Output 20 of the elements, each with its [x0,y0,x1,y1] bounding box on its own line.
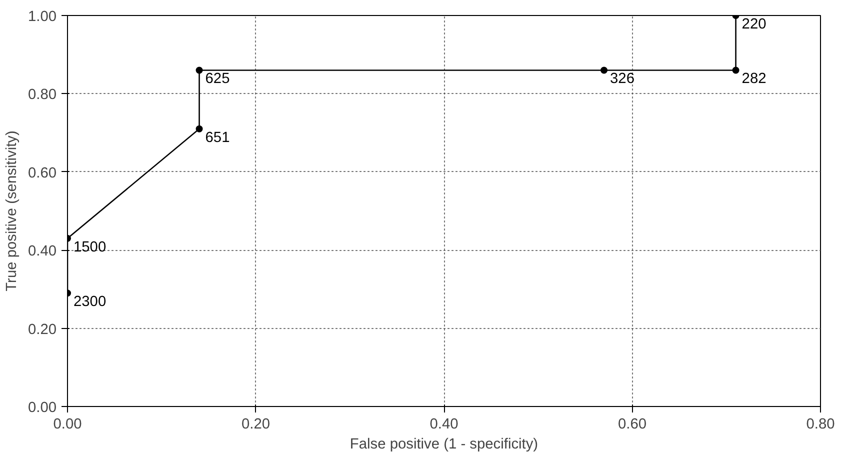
annotation: 1500 [74,239,106,256]
y-tick-label: 0.60 [28,165,57,182]
x-tick-label: 0.60 [618,416,647,432]
annotation: 282 [742,71,766,88]
x-tick-label: 0.20 [241,416,270,432]
y-axis-title: True positive (sensitivity) [4,130,20,292]
y-tick-label: 1.00 [28,9,57,25]
annotation: 326 [610,71,634,88]
x-axis-title: False positive (1 - specificity) [350,436,538,452]
y-tick-label: 0.00 [28,400,57,416]
x-tick-label: 0.00 [53,416,82,432]
annotation: 651 [205,130,230,146]
annotation: 220 [742,16,766,32]
x-tick-label: 0.40 [430,416,458,432]
y-tick-label: 0.20 [28,322,57,338]
y-tick-label: 0.40 [28,244,57,260]
annotation: 2300 [74,294,106,310]
annotation: 625 [205,71,230,88]
y-tick-label: 0.80 [28,87,57,104]
x-tick-label: 0.80 [806,416,835,432]
